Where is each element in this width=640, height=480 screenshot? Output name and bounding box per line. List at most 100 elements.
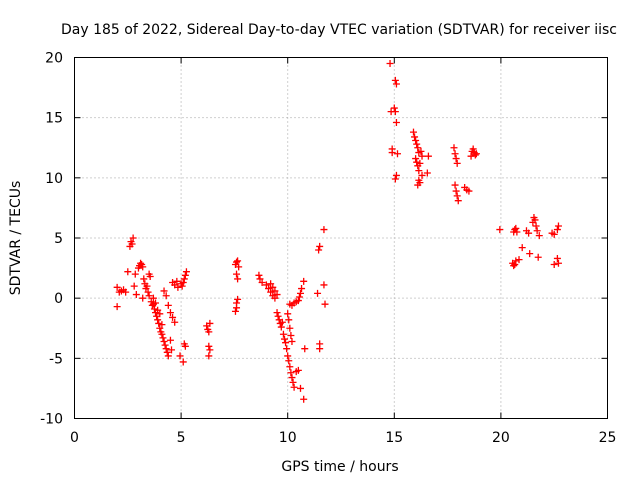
data-point (140, 275, 148, 283)
data-point (285, 316, 293, 324)
data-point (294, 366, 302, 374)
data-point (453, 159, 461, 167)
data-point (300, 395, 308, 403)
data-point (412, 137, 420, 145)
data-point (234, 275, 242, 283)
data-point (180, 275, 188, 283)
data-point (414, 144, 422, 152)
data-point (174, 283, 182, 291)
data-point (526, 250, 534, 258)
data-point (413, 158, 421, 166)
data-point (392, 80, 400, 88)
data-point (233, 304, 241, 312)
data-point (391, 76, 399, 84)
data-point (205, 352, 213, 360)
data-point (289, 378, 297, 386)
data-point (160, 287, 168, 295)
data-point (122, 288, 130, 296)
data-point (143, 282, 151, 290)
data-point (284, 352, 292, 360)
data-point (454, 197, 462, 205)
data-point (271, 287, 279, 295)
data-point (166, 309, 174, 317)
data-point (321, 300, 329, 308)
data-point (465, 187, 473, 195)
data-point (417, 147, 425, 155)
data-point (182, 268, 190, 276)
data-point (450, 144, 458, 152)
data-point (424, 152, 432, 160)
data-point (177, 280, 185, 288)
data-point (161, 341, 169, 349)
data-point (139, 263, 147, 271)
data-point (162, 345, 170, 353)
data-point (205, 342, 213, 350)
data-point (164, 352, 172, 360)
data-point (205, 328, 213, 336)
data-point (418, 171, 426, 179)
data-point (512, 257, 520, 265)
data-point (320, 226, 328, 234)
data-point (393, 150, 401, 158)
data-point (269, 283, 277, 291)
data-point (152, 299, 160, 307)
plot-area-frame (74, 57, 608, 419)
data-point (166, 336, 174, 344)
data-point (413, 140, 421, 148)
data-point (409, 128, 417, 136)
data-point (288, 374, 296, 382)
data-point (296, 289, 304, 297)
data-point (471, 151, 479, 159)
data-point (554, 259, 562, 267)
data-point (472, 150, 480, 158)
data-point (169, 313, 177, 321)
data-point (273, 309, 281, 317)
y-tick-label: 20 (45, 51, 63, 67)
data-point (532, 222, 540, 230)
data-point (301, 345, 309, 353)
data-point (283, 345, 291, 353)
data-point (274, 312, 282, 320)
data-point (388, 149, 396, 157)
data-point (179, 358, 187, 366)
data-point (415, 167, 423, 175)
y-tick-label: 15 (45, 111, 63, 127)
data-point (267, 280, 275, 288)
data-point (550, 260, 558, 268)
data-point (512, 224, 520, 232)
data-point (278, 318, 286, 326)
y-tick-label: -10 (40, 412, 63, 428)
data-point (316, 345, 324, 353)
data-point (164, 301, 172, 309)
data-point (271, 294, 279, 302)
data-point (233, 270, 241, 278)
data-point (231, 307, 239, 315)
data-point (391, 108, 399, 116)
data-point (286, 324, 294, 332)
x-tick-label: 25 (599, 430, 617, 446)
data-point (453, 192, 461, 200)
data-point (281, 335, 289, 343)
data-point (452, 187, 460, 195)
data-point (412, 155, 420, 163)
data-point (150, 305, 158, 313)
data-point (255, 271, 263, 279)
data-point (416, 179, 424, 187)
data-point (128, 240, 136, 248)
data-point (390, 104, 398, 112)
x-tick-label: 10 (279, 430, 297, 446)
data-point (285, 357, 293, 365)
data-point (279, 330, 287, 338)
data-point (295, 293, 303, 301)
data-point (533, 227, 541, 235)
data-point (411, 133, 419, 141)
x-tick-label: 5 (177, 430, 186, 446)
data-point (160, 337, 168, 345)
data-point (131, 270, 139, 278)
data-point (467, 152, 475, 160)
data-point (515, 256, 523, 264)
data-point (550, 230, 558, 238)
data-point (510, 262, 518, 270)
data-point (139, 294, 147, 302)
data-point (156, 310, 164, 318)
